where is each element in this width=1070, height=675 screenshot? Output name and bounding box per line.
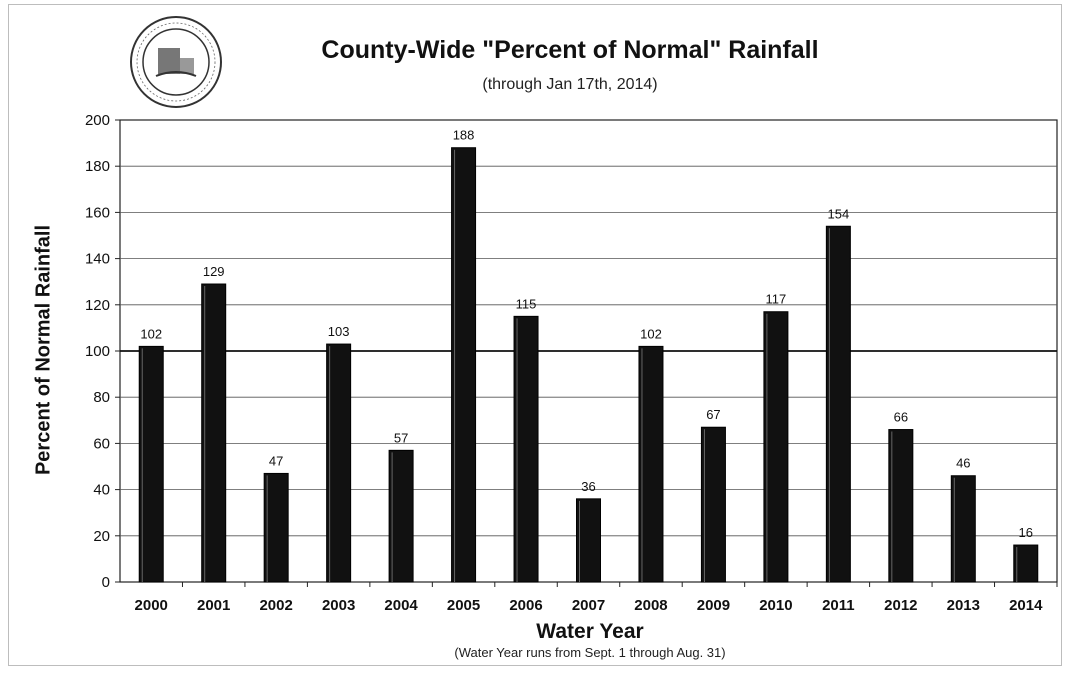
x-tick-label: 2005 xyxy=(447,597,480,614)
x-tick-label: 2000 xyxy=(135,597,168,614)
county-seal-logo xyxy=(130,16,222,108)
data-label: 57 xyxy=(394,430,408,445)
bar xyxy=(638,345,664,583)
y-tick-label: 120 xyxy=(85,297,110,314)
data-label: 188 xyxy=(453,128,475,143)
bar xyxy=(576,498,601,583)
data-label: 154 xyxy=(828,206,850,221)
x-axis-note: (Water Year runs from Sept. 1 through Au… xyxy=(454,645,726,660)
bar xyxy=(1013,544,1039,583)
y-tick-label: 60 xyxy=(93,435,110,452)
data-label: 103 xyxy=(328,324,350,339)
y-tick-label: 200 xyxy=(85,112,110,129)
x-tick-label: 2006 xyxy=(509,597,542,614)
y-tick-label: 160 xyxy=(85,204,110,221)
data-label: 16 xyxy=(1019,525,1033,540)
x-axis-label: Water Year xyxy=(536,620,644,643)
y-tick-label: 20 xyxy=(93,528,110,545)
data-label: 129 xyxy=(203,264,225,279)
x-tick-label: 2008 xyxy=(634,597,667,614)
x-tick-label: 2011 xyxy=(822,597,855,614)
bar xyxy=(326,343,352,583)
chart-title: County-Wide "Percent of Normal" Rainfall xyxy=(321,36,819,64)
y-tick-label: 40 xyxy=(93,482,110,499)
data-label: 102 xyxy=(640,326,662,341)
y-tick-label: 100 xyxy=(85,343,110,360)
data-label: 117 xyxy=(766,292,787,307)
bar xyxy=(950,475,976,583)
x-tick-label: 2004 xyxy=(384,597,418,614)
chart-subtitle: (through Jan 17th, 2014) xyxy=(482,76,658,93)
bar xyxy=(888,429,914,583)
y-tick-label: 180 xyxy=(85,158,110,175)
data-label: 67 xyxy=(706,407,720,422)
bar xyxy=(138,345,164,583)
x-tick-label: 2007 xyxy=(572,597,605,614)
bar xyxy=(388,449,414,583)
x-tick-label: 2014 xyxy=(1009,597,1043,614)
x-tick-label: 2012 xyxy=(884,597,917,614)
y-tick-label: 0 xyxy=(102,574,110,591)
data-label: 47 xyxy=(269,453,283,468)
bar xyxy=(513,315,539,583)
bar xyxy=(763,311,789,583)
x-tick-label: 2010 xyxy=(759,597,792,614)
data-label: 102 xyxy=(140,326,162,341)
x-tick-label: 2009 xyxy=(697,597,730,614)
bar xyxy=(700,426,726,583)
data-label: 115 xyxy=(516,296,537,311)
y-tick-label: 80 xyxy=(93,389,110,406)
data-label: 46 xyxy=(956,456,970,471)
y-tick-label: 140 xyxy=(85,251,110,268)
bar xyxy=(825,225,851,583)
x-tick-label: 2013 xyxy=(947,597,980,614)
bar xyxy=(263,472,289,583)
x-tick-label: 2002 xyxy=(259,597,292,614)
data-label: 66 xyxy=(894,410,908,425)
bar xyxy=(451,147,477,583)
chart-frame xyxy=(8,4,1062,666)
x-tick-label: 2003 xyxy=(322,597,355,614)
bar xyxy=(201,283,227,583)
data-label: 36 xyxy=(581,479,595,494)
x-tick-label: 2001 xyxy=(197,597,230,614)
